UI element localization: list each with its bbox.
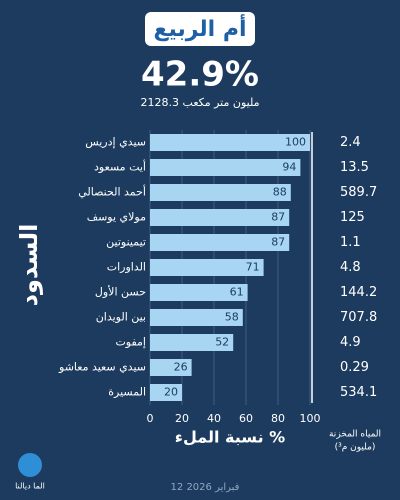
bar xyxy=(150,284,248,301)
subtitle: 2128.3 مليون متر مكعب xyxy=(141,96,260,109)
bar xyxy=(150,359,192,376)
x-axis-label: نسبة الملء % xyxy=(175,428,285,447)
category-label: تيمينوتين xyxy=(106,236,146,249)
value-label: 87 xyxy=(271,236,285,249)
value-label: 58 xyxy=(225,311,239,324)
category-label: بين الويدان xyxy=(96,311,146,324)
bar xyxy=(150,334,234,351)
value-label: 88 xyxy=(273,186,287,199)
x-tick-label: 40 xyxy=(207,412,221,425)
x-tick-label: 20 xyxy=(175,412,189,425)
storage-value: 4.8 xyxy=(340,260,361,275)
bar xyxy=(150,184,291,201)
bar xyxy=(150,209,290,226)
date: 12 فبراير 2026 xyxy=(171,482,240,493)
x-tick-label: 100 xyxy=(300,412,321,425)
storage-value: 0.29 xyxy=(340,360,369,375)
storage-value: 144.2 xyxy=(340,285,377,300)
x-tick-label: 60 xyxy=(239,412,253,425)
value-label: 52 xyxy=(215,336,229,349)
category-label: أحمد الحنصالي xyxy=(78,185,146,199)
bar xyxy=(150,384,182,401)
bar xyxy=(150,234,290,251)
storage-value: 125 xyxy=(340,210,365,225)
storage-value: 707.8 xyxy=(340,310,377,325)
chart-title: أم الربيع xyxy=(153,13,246,42)
storage-unit: (مليون م³) xyxy=(335,443,376,453)
bar xyxy=(150,159,301,176)
value-label: 20 xyxy=(164,386,178,399)
storage-value: 534.1 xyxy=(340,385,377,400)
headline: 42.9% xyxy=(141,55,259,95)
x-tick-label: 0 xyxy=(147,412,154,425)
category-label: المسيرة xyxy=(108,386,146,399)
value-label: 94 xyxy=(282,161,296,174)
logo: الما ديالنا xyxy=(15,482,45,491)
y-axis-label: السدود xyxy=(15,224,43,307)
storage-value: 2.4 xyxy=(340,135,361,150)
category-label: حسن الأول xyxy=(95,285,146,299)
storage-value: 4.9 xyxy=(340,335,361,350)
bar xyxy=(150,134,310,151)
bar xyxy=(150,259,264,276)
category-label: الداورات xyxy=(107,261,146,274)
value-label: 71 xyxy=(246,261,260,274)
category-label: أيت مسعود xyxy=(94,160,146,174)
logo-icon xyxy=(18,453,42,477)
storage-value: 1.1 xyxy=(340,235,361,250)
storage-value: 13.5 xyxy=(340,160,369,175)
storage-title: المياه المخزنة xyxy=(329,430,381,440)
x-tick-label: 80 xyxy=(271,412,285,425)
value-label: 61 xyxy=(230,286,244,299)
value-label: 100 xyxy=(285,136,306,149)
title-box xyxy=(145,12,255,46)
category-label: إمفوت xyxy=(115,336,146,349)
category-label: سيدي إدريس xyxy=(85,136,146,149)
bar xyxy=(150,309,243,326)
category-label: مولاي يوسف xyxy=(87,211,146,224)
storage-value: 589.7 xyxy=(340,185,377,200)
value-label: 26 xyxy=(174,361,188,374)
category-label: سيدي سعيد معاشو xyxy=(58,361,146,374)
value-label: 87 xyxy=(271,211,285,224)
